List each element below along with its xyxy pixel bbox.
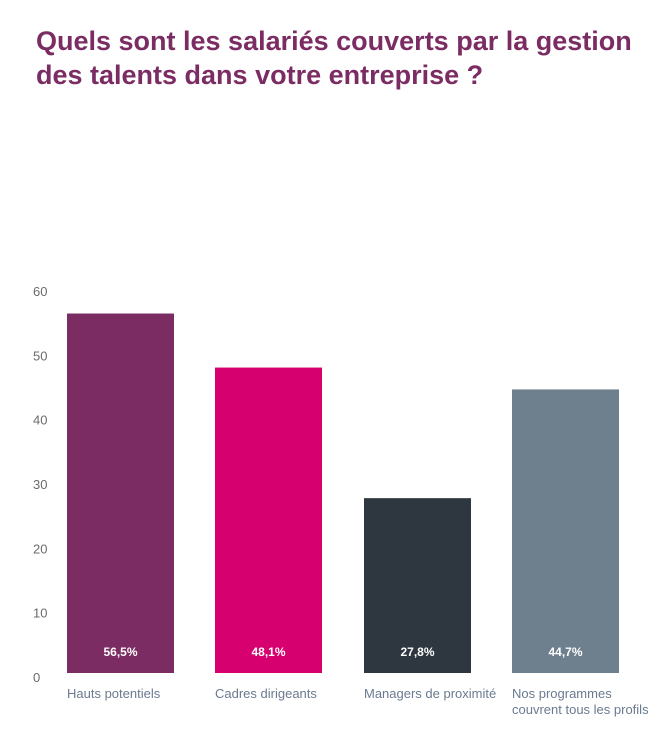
bars: 56,5% 48,1% 27,8% 44,7% bbox=[67, 313, 619, 673]
bar bbox=[67, 313, 174, 673]
x-tick-label: Cadres dirigeants bbox=[215, 686, 317, 701]
data-label: 44,7% bbox=[548, 645, 582, 659]
y-tick-label: 20 bbox=[33, 541, 47, 556]
bar bbox=[512, 389, 619, 673]
chart-title: Quels sont les salariés couverts par la … bbox=[36, 26, 632, 90]
bar bbox=[364, 498, 471, 673]
y-tick-label: 40 bbox=[33, 413, 47, 428]
data-label: 48,1% bbox=[251, 645, 285, 659]
x-tick-label: Managers de proximité bbox=[364, 686, 496, 701]
y-tick-label: 30 bbox=[33, 477, 47, 492]
y-tick-label: 60 bbox=[33, 284, 47, 299]
x-axis: Hauts potentiels Cadres dirigeants Manager… bbox=[67, 686, 649, 717]
x-tick-label: Hauts potentiels bbox=[67, 686, 161, 701]
y-axis: 0 10 20 30 40 50 60 bbox=[33, 284, 47, 685]
y-tick-label: 10 bbox=[33, 606, 47, 621]
y-tick-label: 0 bbox=[33, 670, 40, 685]
data-label: 56,5% bbox=[103, 645, 137, 659]
x-tick-label: Nos programmes couvrent tous les profils bbox=[512, 686, 649, 717]
bar bbox=[215, 367, 322, 673]
data-label: 27,8% bbox=[400, 645, 434, 659]
y-tick-label: 50 bbox=[33, 348, 47, 363]
